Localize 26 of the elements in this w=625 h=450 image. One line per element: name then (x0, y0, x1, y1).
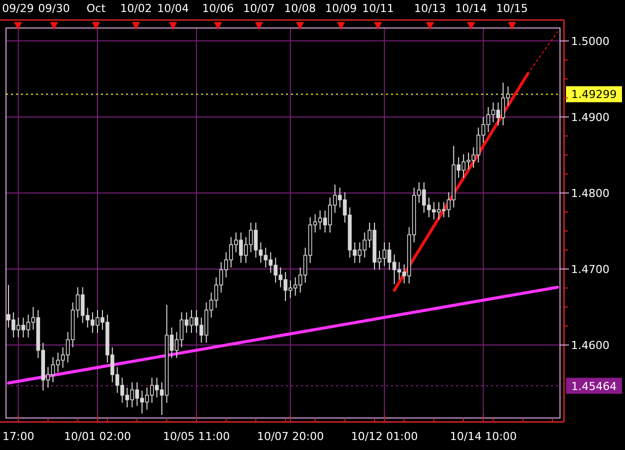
x-tick-label: 10/01 02:00 (64, 430, 131, 443)
text: 10/09 (325, 2, 357, 15)
y-tick-label: 1.5000 (571, 34, 610, 48)
x-tick-label: 10/07 20:00 (256, 430, 324, 443)
y-tick-label: 1.4800 (571, 186, 610, 200)
text: 10/07 (243, 2, 275, 15)
text: 10/14 (455, 2, 487, 15)
x-tick-label: 10/12 01:00 (350, 430, 418, 443)
text: 10/02 (120, 2, 152, 15)
y-tick-label: 1.4700 (571, 262, 610, 276)
text: 09/30 (38, 2, 70, 15)
text: 10/04 (157, 2, 189, 15)
text: 10/11 (362, 2, 394, 15)
x-tick-label: 10/14 10:00 (450, 430, 517, 443)
text: 10/06 (202, 2, 234, 15)
x-tick-label: 10/05 11:00 (162, 430, 230, 443)
y-tick-label: 1.4900 (571, 110, 610, 124)
y-tick-label: 1.4600 (571, 339, 610, 352)
ref-line-label: 1.45464 (571, 380, 617, 393)
text: 10/13 (414, 2, 446, 15)
text: Oct (86, 2, 106, 15)
text: 09/29 (2, 2, 34, 15)
x-tick-label: 17:00 (2, 430, 34, 443)
text: 10/15 (496, 2, 528, 15)
text: 10/08 (284, 2, 316, 15)
ref-line-label: 1.49299 (571, 88, 617, 102)
